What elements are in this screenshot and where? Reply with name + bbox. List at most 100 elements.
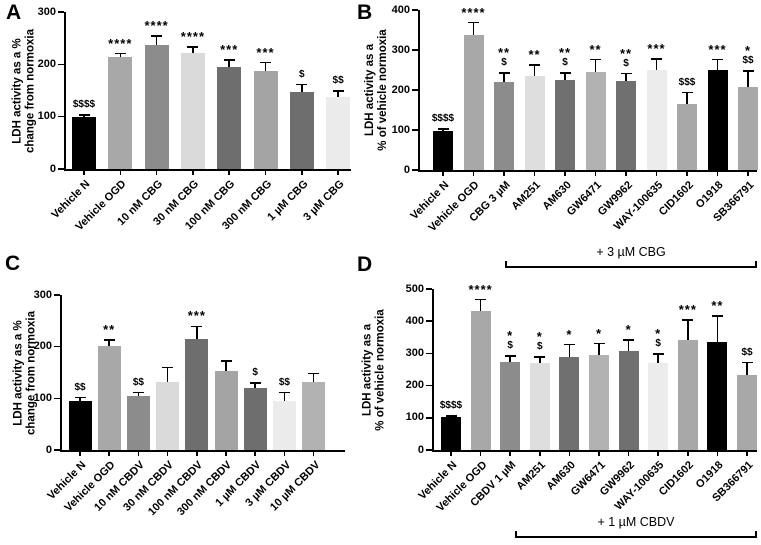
significance-dollars: $ [562,57,568,68]
significance-annotation: * [539,326,599,342]
error-bar-stem [192,46,194,53]
y-tick-label: 300 [37,5,56,18]
x-tick [594,172,597,176]
error-bar-stem [509,355,511,362]
significance-annotation: ** [505,47,565,63]
significance-stars: * [655,326,662,342]
error-bar-cap [498,72,510,74]
x-tick [686,172,688,176]
significance-stars: ** [528,47,541,63]
significance-annotation: * $$ [718,43,761,66]
significance-annotation: **** [90,37,150,50]
error-bar-cap [78,114,90,116]
bar [156,381,180,450]
error-bar-stem [337,90,339,98]
significance-dollars: $ [537,340,543,352]
bar [648,363,669,450]
error-bar-cap [529,64,540,66]
bar [555,79,575,170]
panel-letter-c: C [5,252,21,275]
y-tick-label: 100 [391,123,410,136]
significance-stars: * [566,326,573,342]
significance-annotation: $$ [717,346,761,358]
error-bar-cap [652,353,664,355]
bar [500,361,521,450]
bar [494,81,514,170]
error-bar-stem [686,91,688,104]
x-tick [568,452,571,456]
y-tick-label: 200 [33,340,52,353]
y-tick-label: 200 [37,57,56,70]
significance-stars: ** [497,45,511,60]
error-bar-cap [682,319,694,321]
significance-stars: *** [256,44,275,60]
error-bar-cap [162,366,174,369]
y-axis-line [60,295,62,452]
x-tick [312,452,315,456]
y-tick [426,320,432,322]
plot-area-a: 0 100 200 300 Vehicle N $$$$ Vehicle OGD **** 10… [38,6,351,233]
error-bar-cap [132,391,144,394]
y-tick-label: 100 [405,411,424,424]
error-bar-cap [220,360,232,362]
x-tick [716,172,719,176]
significance-annotation: **** [127,18,187,34]
x-tick [479,452,482,456]
significance-annotation: *** [199,43,259,56]
y-tick [412,129,418,131]
error-bar-cap [223,59,235,61]
x-tick [108,452,110,456]
y-tick [412,9,418,11]
y-axis-title: LDH activity as a % change from normoxia [11,12,37,169]
significance-stars: **** [144,18,169,34]
y-tick [426,417,432,419]
significance-annotation: * $ [628,326,688,349]
error-bar-stem [137,391,140,396]
error-bar-cap [651,58,662,60]
error-bar-cap [711,315,723,317]
y-tick-label: 200 [405,379,424,392]
y-axis-title-line: change from normoxia [24,28,36,153]
error-bar-stem [564,72,566,80]
cbg-treatment-bracket: + 3 µM CBG [505,245,757,268]
error-bar-stem [225,360,227,371]
error-bar-cap [249,382,261,384]
significance-stars: * [625,322,632,338]
significance-dollars: $ [507,340,513,352]
bar [585,71,606,170]
y-tick [412,169,418,171]
y-axis-title: LDH activity as a% of vehicle normoxia [361,289,387,450]
significance-annotation: **** [451,283,511,296]
significance-stars: * [744,43,752,59]
bracket-end-tick-left [515,531,517,538]
y-tick [412,89,418,91]
error-bar-stem [472,21,475,35]
significance-dollars: $$ [132,376,144,388]
bracket-end-tick-left [505,261,507,268]
x-tick [155,171,158,175]
x-axis-line [418,170,757,172]
error-bar-stem [598,342,600,356]
y-axis-title-line: LDH activity as a % [11,37,23,144]
bar [243,388,267,450]
significance-stars: **** [180,29,206,45]
y-tick [54,345,60,348]
bracket-end-tick-right [755,531,757,538]
significance-dollars: $$ [741,346,753,358]
x-tick [254,452,256,456]
significance-stars: *** [187,308,206,324]
significance-annotation: ** [687,299,747,312]
y-tick-label: 0 [403,163,410,176]
error-bar-stem [746,361,748,375]
y-tick-label: 400 [405,314,424,327]
x-tick [119,171,122,175]
x-category-label: AM251 [514,459,549,493]
cbdv-treatment-bracket: + 1 µM CBDV [515,515,757,538]
significance-dollars: $$$$ [431,113,455,124]
significance-dollars: $$$ [678,76,696,88]
x-axis-line [64,169,351,171]
significance-annotation: ** [566,43,626,56]
x-tick [192,171,194,175]
bar [108,57,133,169]
panel-letter-b: B [357,1,373,24]
